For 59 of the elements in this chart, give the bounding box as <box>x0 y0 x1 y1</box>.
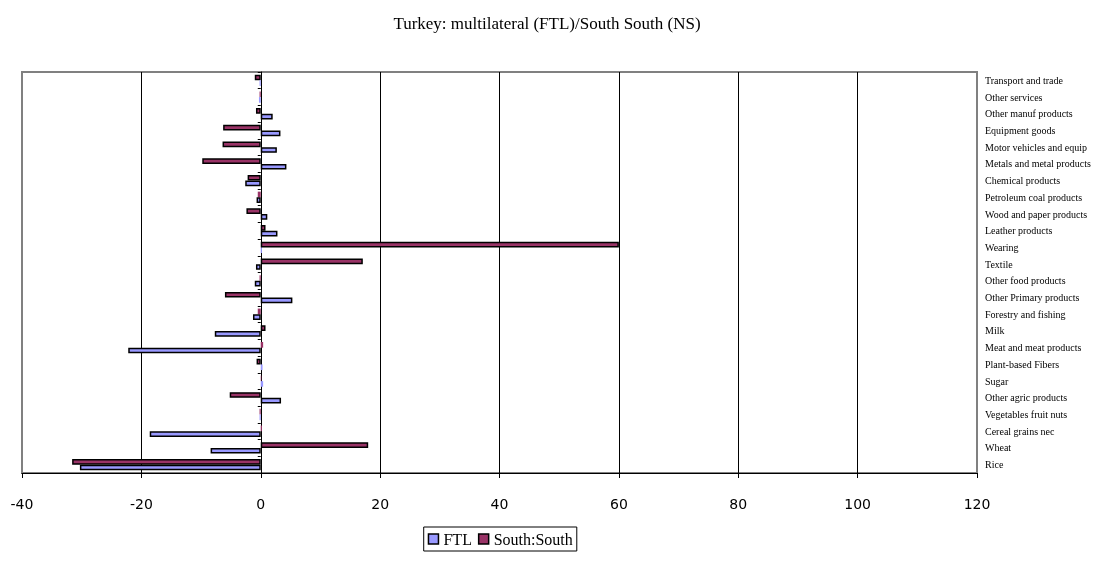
bar <box>255 264 261 270</box>
y-tick-label: Wood and paper products <box>985 208 1088 220</box>
y-tick-label: Vegetables fruit nuts <box>985 409 1068 421</box>
y-tick-label: Plant-based Fibers <box>985 358 1060 370</box>
x-tick-label: 20 <box>371 496 390 512</box>
y-tick-label: Sugar <box>985 375 1009 387</box>
bar <box>260 113 273 120</box>
y-tick-label: Metals and metal products <box>985 158 1091 170</box>
x-tick-label: 100 <box>844 496 871 512</box>
y-tick-label: Wearing <box>985 241 1019 253</box>
bar <box>252 314 261 320</box>
bar <box>210 447 261 454</box>
y-tick-label: Wheat <box>985 442 1012 454</box>
y-tick-label: Chemical products <box>985 175 1061 187</box>
y-tick-label: Other food products <box>985 275 1066 287</box>
bar <box>254 74 261 81</box>
bar <box>256 197 261 203</box>
bar <box>254 280 261 287</box>
y-tick-label: Equipment goods <box>985 124 1056 136</box>
bar <box>260 130 281 137</box>
chart-title: Turkey: multilateral (FTL)/South South (NS) <box>393 14 701 33</box>
bar <box>229 392 261 398</box>
y-tick-label: Transport and trade <box>985 74 1064 86</box>
legend-label: South:South <box>493 530 573 548</box>
bar <box>260 258 363 265</box>
x-tick-label: 0 <box>256 496 266 512</box>
bar <box>260 442 369 448</box>
y-tick-label: Rice <box>985 459 1004 471</box>
y-tick-label: Other services <box>985 91 1043 103</box>
y-tick-label: Petroleum coal products <box>985 191 1083 203</box>
bar <box>202 158 261 164</box>
bar <box>224 291 261 298</box>
x-tick-label: 120 <box>963 496 991 512</box>
legend-label: FTL <box>443 530 472 548</box>
bar <box>149 431 261 437</box>
x-tick-label: 80 <box>729 496 748 512</box>
y-tick-label: Meat and meat products <box>985 342 1082 354</box>
y-tick-label: Leather products <box>985 225 1053 237</box>
y-tick-label: Forestry and fishing <box>985 308 1066 320</box>
bar <box>255 108 261 114</box>
y-tick-label: Other agric products <box>985 392 1068 404</box>
x-tick-label: 40 <box>490 496 509 512</box>
y-tick-label: Motor vehicles and equip <box>985 141 1087 153</box>
y-tick-label: Milk <box>985 325 1005 337</box>
y-tick-label: Other manuf products <box>985 108 1073 120</box>
y-tick-label: Textile <box>985 258 1014 270</box>
x-tick-label: -20 <box>129 496 153 512</box>
bar <box>223 124 261 131</box>
bar <box>256 358 261 365</box>
y-tick-label: Cereal grains nec <box>985 425 1055 437</box>
x-tick-label: 60 <box>609 496 628 512</box>
x-tick-label: -40 <box>10 496 34 512</box>
y-tick-label: Other Primary products <box>985 292 1080 304</box>
bar <box>260 214 268 220</box>
bar <box>260 163 287 170</box>
bar <box>214 330 261 337</box>
bar <box>260 147 277 153</box>
bar <box>246 208 261 215</box>
bar <box>260 325 266 331</box>
